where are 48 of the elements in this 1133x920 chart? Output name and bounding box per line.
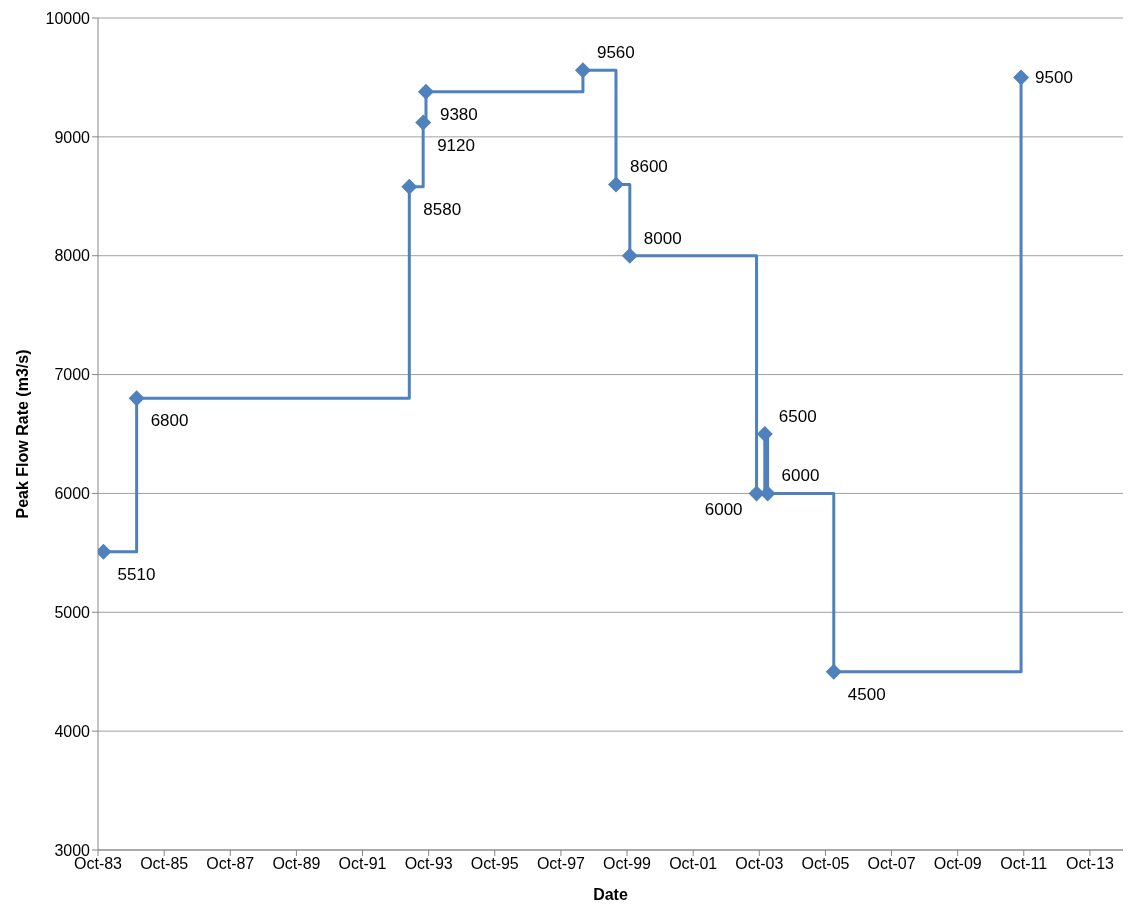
x-tick-label: Oct-93 xyxy=(404,855,453,873)
x-tick-label: Oct-09 xyxy=(933,855,982,873)
point xyxy=(128,390,145,407)
data-label: 9560 xyxy=(596,43,635,63)
data-label: 6800 xyxy=(150,411,189,431)
y-tick-label: 9000 xyxy=(54,128,91,146)
x-tick-label: Oct-89 xyxy=(272,855,321,873)
point xyxy=(607,176,624,193)
x-tick-label: Oct-85 xyxy=(140,855,189,873)
x-tick-label: Oct-13 xyxy=(1065,855,1115,873)
y-tick-label: 8000 xyxy=(54,247,91,265)
point xyxy=(574,62,591,79)
point xyxy=(756,426,773,442)
x-tick-label: Oct-99 xyxy=(603,855,652,873)
x-tick-label: Oct-01 xyxy=(669,855,718,873)
point xyxy=(825,663,842,680)
data-label: 8000 xyxy=(643,228,682,248)
data-label: 6000 xyxy=(781,466,820,486)
data-label: 9120 xyxy=(437,135,475,155)
data-label: 5510 xyxy=(117,564,156,584)
x-tick-label: Oct-83 xyxy=(73,855,123,873)
data-label: 4500 xyxy=(847,684,886,704)
data-label: 8600 xyxy=(629,157,668,177)
data-label: 8580 xyxy=(423,199,462,219)
y-tick-label: 7000 xyxy=(54,366,91,384)
x-tick-label: Oct-91 xyxy=(338,855,387,873)
x-tick-label: Oct-87 xyxy=(206,855,255,873)
x-tick-label: Oct-03 xyxy=(735,855,784,873)
data-label: 9380 xyxy=(439,104,478,124)
data-label: 9500 xyxy=(1035,68,1073,88)
x-tick-label: Oct-95 xyxy=(470,855,519,873)
y-tick-label: 6000 xyxy=(54,485,91,503)
point xyxy=(1013,69,1030,86)
point xyxy=(621,247,638,264)
data-label: 6000 xyxy=(704,500,743,520)
data-label: 6500 xyxy=(778,407,817,426)
point xyxy=(415,114,432,131)
x-tick-label: Oct-07 xyxy=(867,855,916,873)
x-tick-label: Oct-05 xyxy=(801,855,850,873)
x-tick-label: Oct-11 xyxy=(1000,855,1048,873)
point xyxy=(401,178,418,195)
y-axis-title: Peak Flow Rate (m3/s) xyxy=(13,349,31,519)
y-tick-label: 5000 xyxy=(54,603,91,621)
y-tick-label: 10000 xyxy=(45,9,91,27)
y-tick-label: 4000 xyxy=(54,722,91,740)
x-axis-title: Date xyxy=(593,886,628,903)
point xyxy=(417,83,434,100)
x-tick-label: Oct-97 xyxy=(536,855,586,873)
